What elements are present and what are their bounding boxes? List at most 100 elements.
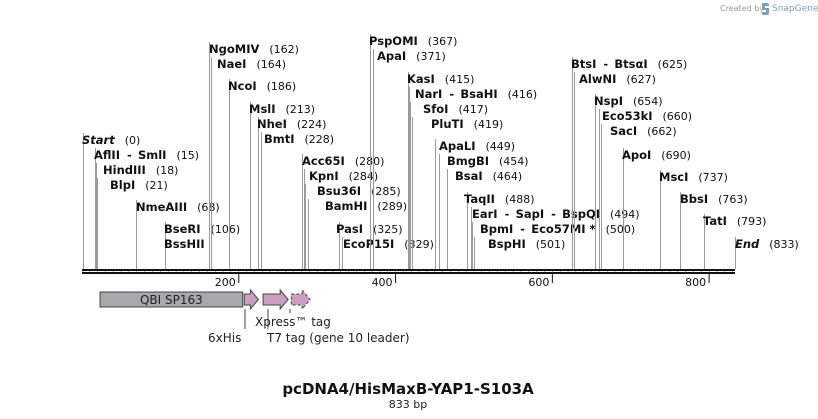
- site-bsphi[interactable]: BspHI (501): [474, 237, 566, 269]
- site-kasi[interactable]: KasI (415): [407, 72, 474, 269]
- snapgene-logo-icon: [762, 3, 769, 15]
- site-bmgbi[interactable]: BmgBI (454): [439, 154, 529, 269]
- site-name: MslI: [249, 102, 276, 116]
- site-position: (416): [508, 88, 538, 101]
- site-pasi[interactable]: PasI (325): [336, 222, 403, 269]
- site-taqii[interactable]: TaqII (488): [464, 192, 535, 269]
- site-eco53ki[interactable]: Eco53kI (660): [599, 109, 693, 269]
- site-alwni[interactable]: AlwNI (627): [574, 72, 656, 269]
- site-name: BmtI: [264, 132, 295, 146]
- site-name-separator: -: [505, 207, 510, 221]
- site-nari[interactable]: NarI - BsaHI (416): [409, 87, 538, 269]
- site-naei[interactable]: NaeI (164): [211, 57, 287, 269]
- site-position: (224): [297, 118, 327, 131]
- site-name: BbsI: [680, 192, 708, 206]
- site-name: BssHII: [164, 237, 205, 251]
- site-saci[interactable]: SacI (662): [601, 124, 677, 269]
- site-position: (371): [416, 50, 446, 63]
- site-msli[interactable]: MslI (213): [249, 102, 315, 269]
- site-apoi[interactable]: ApoI (690): [622, 148, 691, 269]
- site-position: (162): [269, 43, 299, 56]
- feature-label: 6xHis: [208, 331, 241, 345]
- site-btsi[interactable]: BtsI - BtsαI (625): [571, 57, 687, 269]
- site-position: (285): [371, 185, 401, 198]
- site-tati[interactable]: TatI (793): [703, 214, 766, 269]
- site-position: (625): [658, 58, 688, 71]
- feature-track: QBI SP163 6xHis T7 tag (gene 10 leader) Xpr…: [99, 288, 410, 345]
- site-position: (415): [445, 73, 475, 86]
- site-name: PasI: [336, 222, 363, 236]
- site-nmeaiii[interactable]: NmeAIII (68): [136, 200, 220, 269]
- site-sfoi[interactable]: SfoI (417): [410, 102, 489, 269]
- dna-strand-top: [82, 269, 735, 271]
- site-ncoi[interactable]: NcoI (186): [228, 79, 296, 269]
- site-position: (164): [256, 58, 286, 71]
- site-position: (106): [211, 223, 241, 236]
- site-name: Eco57MI *: [531, 222, 595, 236]
- site-name: MscI: [659, 170, 688, 184]
- site-name: BsaHI: [460, 87, 497, 101]
- site-position: (449): [485, 140, 515, 153]
- site-bsshii[interactable]: BssHII: [164, 237, 205, 269]
- site-position: (737): [698, 171, 728, 184]
- feature-xpress[interactable]: Xpress™ tag: [255, 288, 331, 329]
- site-start[interactable]: Start (0): [82, 133, 140, 269]
- site-name: EcoP15I: [343, 237, 394, 251]
- site-bmti[interactable]: BmtI (228): [261, 132, 335, 269]
- site-position: (15): [176, 149, 199, 162]
- site-name: Bsu36I: [317, 184, 361, 198]
- site-position: (417): [458, 103, 488, 116]
- site-position: (793): [737, 215, 767, 228]
- site-end[interactable]: End (833): [735, 237, 799, 269]
- ruler-label: 200: [215, 276, 236, 289]
- feature-qbi[interactable]: QBI SP163: [99, 291, 244, 308]
- site-position: (186): [267, 80, 297, 93]
- site-bsu36i[interactable]: Bsu36I (285): [305, 184, 401, 269]
- site-bpmi[interactable]: BpmI - Eco57MI * (500): [472, 222, 636, 269]
- site-nhei[interactable]: NheI (224): [257, 117, 326, 269]
- site-bsai[interactable]: BsaI (464): [447, 169, 523, 269]
- site-ecop15i[interactable]: EcoP15I (329): [342, 237, 434, 269]
- site-name: NmeAIII: [136, 200, 187, 214]
- site-pspomi[interactable]: PspOMI (367): [369, 34, 457, 269]
- site-position: (419): [474, 118, 504, 131]
- site-eari[interactable]: EarI - SapI - BspQI (494): [471, 207, 640, 269]
- site-name: PspOMI: [369, 34, 418, 48]
- site-bbsi[interactable]: BbsI (763): [680, 192, 748, 269]
- site-position: (488): [505, 193, 535, 206]
- site-position: (329): [404, 238, 434, 251]
- site-position: (833): [769, 238, 799, 251]
- site-position: (501): [536, 238, 566, 251]
- ruler-label: 600: [528, 276, 549, 289]
- brand-name: SnapGene: [772, 4, 818, 14]
- site-name: BtsαI: [614, 57, 647, 71]
- site-apai[interactable]: ApaI (371): [373, 49, 446, 269]
- site-acc65i[interactable]: Acc65I (280): [302, 154, 384, 269]
- site-bamhi[interactable]: BamHI (289): [308, 199, 408, 269]
- site-name: NaeI: [217, 57, 246, 71]
- site-position: (68): [197, 201, 220, 214]
- site-msci[interactable]: MscI (737): [659, 170, 728, 269]
- site-name: TatI: [703, 214, 727, 228]
- site-position: (367): [428, 35, 458, 48]
- site-name: End: [735, 237, 760, 251]
- site-hindiii[interactable]: HindIII (18): [96, 163, 179, 269]
- site-position: (654): [633, 95, 663, 108]
- feature-t7[interactable]: T7 tag (gene 10 leader): [262, 288, 410, 345]
- site-name: BlpI: [110, 178, 135, 192]
- site-aflii[interactable]: AflII - SmlI (15): [94, 148, 199, 269]
- site-name-separator: -: [520, 222, 525, 236]
- dna-backbone: 200 400 600 800: [81, 269, 735, 289]
- feature-his[interactable]: 6xHis: [208, 288, 260, 345]
- site-name: BspHI: [488, 237, 526, 251]
- site-pluti[interactable]: PluTI (419): [412, 117, 504, 269]
- site-ngomiv[interactable]: NgoMIV (162): [209, 42, 299, 269]
- site-apali[interactable]: ApaLI (449): [435, 139, 516, 269]
- ruler-label: 400: [372, 276, 393, 289]
- site-blpi[interactable]: BlpI (21): [97, 178, 168, 269]
- site-nspi[interactable]: NspI (654): [594, 94, 663, 269]
- site-position: (454): [499, 155, 529, 168]
- feature-box: [99, 291, 244, 308]
- site-name: PluTI: [431, 117, 464, 131]
